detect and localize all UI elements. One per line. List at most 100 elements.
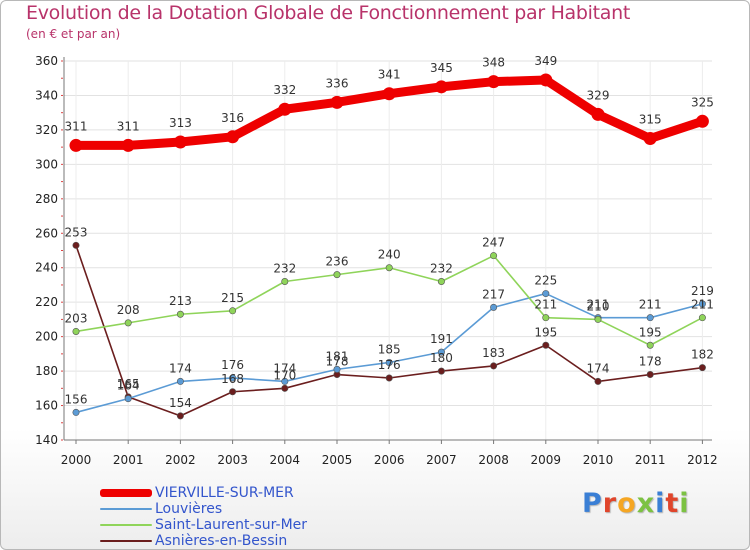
data-label: 211 <box>587 298 610 312</box>
data-label: 240 <box>378 248 401 262</box>
logo-letter: i <box>655 488 666 519</box>
y-tick-label: 240 <box>35 261 58 275</box>
x-tick-label: 2006 <box>374 453 405 467</box>
y-tick-label: 300 <box>35 157 58 171</box>
data-label: 311 <box>117 119 140 133</box>
data-point <box>490 252 498 260</box>
data-point <box>176 377 184 385</box>
x-tick-label: 2008 <box>478 453 509 467</box>
data-label: 232 <box>430 262 453 276</box>
data-label: 164 <box>117 379 140 393</box>
data-label: 215 <box>221 291 244 305</box>
data-label: 341 <box>378 68 401 82</box>
x-tick-label: 2000 <box>61 453 92 467</box>
data-point <box>229 388 237 396</box>
data-label: 211 <box>534 298 557 312</box>
data-point <box>229 374 237 382</box>
y-tick-label: 360 <box>35 54 58 68</box>
y-tick-label: 320 <box>35 123 58 137</box>
data-point <box>490 303 498 311</box>
data-label: 174 <box>169 361 192 375</box>
data-point <box>490 362 498 370</box>
data-point <box>281 377 289 385</box>
x-tick-label: 2009 <box>531 453 562 467</box>
chart-title: Evolution de la Dotation Globale de Fonc… <box>26 2 631 24</box>
data-label: 313 <box>169 116 192 130</box>
data-point <box>333 271 341 279</box>
data-label: 183 <box>482 346 505 360</box>
legend-label: Saint-Laurent-sur-Mer <box>155 517 308 533</box>
legend-label: VIERVILLE-SUR-MER <box>155 485 294 501</box>
data-label: 170 <box>273 368 296 382</box>
data-label: 174 <box>587 361 610 375</box>
data-point <box>542 314 550 322</box>
legend-label: Asnières-en-Bessin <box>155 533 288 549</box>
data-point <box>173 135 187 149</box>
data-label: 329 <box>587 88 610 102</box>
data-label: 315 <box>639 113 662 127</box>
data-label: 345 <box>430 61 453 75</box>
data-point <box>437 367 445 375</box>
data-label: 316 <box>221 111 244 125</box>
data-point <box>437 348 445 356</box>
data-point <box>646 371 654 379</box>
data-point <box>69 138 83 152</box>
data-point <box>281 278 289 286</box>
data-label: 156 <box>65 392 88 406</box>
data-point <box>385 358 393 366</box>
y-tick-label: 260 <box>35 226 58 240</box>
x-tick-label: 2003 <box>217 453 248 467</box>
data-point <box>594 315 602 323</box>
data-label: 210 <box>587 299 610 313</box>
data-point <box>72 241 80 249</box>
data-label: 332 <box>273 83 296 97</box>
data-point <box>646 341 654 349</box>
x-tick-label: 2001 <box>113 453 144 467</box>
data-point <box>226 130 240 144</box>
y-tick-label: 220 <box>35 295 58 309</box>
data-point <box>330 95 344 109</box>
data-label: 195 <box>639 325 662 339</box>
logo-letter: r <box>602 488 618 519</box>
data-label: 176 <box>378 358 401 372</box>
x-tick-label: 2002 <box>165 453 196 467</box>
data-label: 185 <box>378 342 401 356</box>
data-label: 211 <box>639 298 662 312</box>
data-label: 168 <box>221 372 244 386</box>
data-point <box>385 374 393 382</box>
legend-swatch <box>100 508 152 510</box>
data-label: 336 <box>326 76 349 90</box>
data-label: 180 <box>430 351 453 365</box>
data-point <box>124 319 132 327</box>
y-tick-label: 200 <box>35 330 58 344</box>
data-label: 349 <box>534 54 557 68</box>
data-point <box>72 327 80 335</box>
y-tick-label: 180 <box>35 364 58 378</box>
data-point <box>434 80 448 94</box>
logo-letter: P <box>582 488 603 519</box>
x-tick-label: 2007 <box>426 453 457 467</box>
data-label: 311 <box>65 119 88 133</box>
data-point <box>121 138 135 152</box>
legend-swatch <box>100 489 152 497</box>
data-label: 225 <box>534 274 557 288</box>
data-point <box>176 412 184 420</box>
data-label: 208 <box>117 303 140 317</box>
data-label: 219 <box>691 284 714 298</box>
data-label: 165 <box>117 377 140 391</box>
x-tick-label: 2010 <box>583 453 614 467</box>
legend-label: Louvières <box>155 501 223 517</box>
data-label: 182 <box>691 348 714 362</box>
proxiti-logo: Proxiti <box>582 488 690 519</box>
chart-subtitle: (en € et par an) <box>26 27 121 41</box>
y-tick-label: 280 <box>35 192 58 206</box>
data-point <box>695 114 709 128</box>
data-label: 247 <box>482 236 505 250</box>
data-point <box>698 364 706 372</box>
data-point <box>72 408 80 416</box>
data-point <box>487 75 501 89</box>
data-point <box>281 384 289 392</box>
data-label: 178 <box>639 355 662 369</box>
data-label: 232 <box>273 262 296 276</box>
data-point <box>539 73 553 87</box>
